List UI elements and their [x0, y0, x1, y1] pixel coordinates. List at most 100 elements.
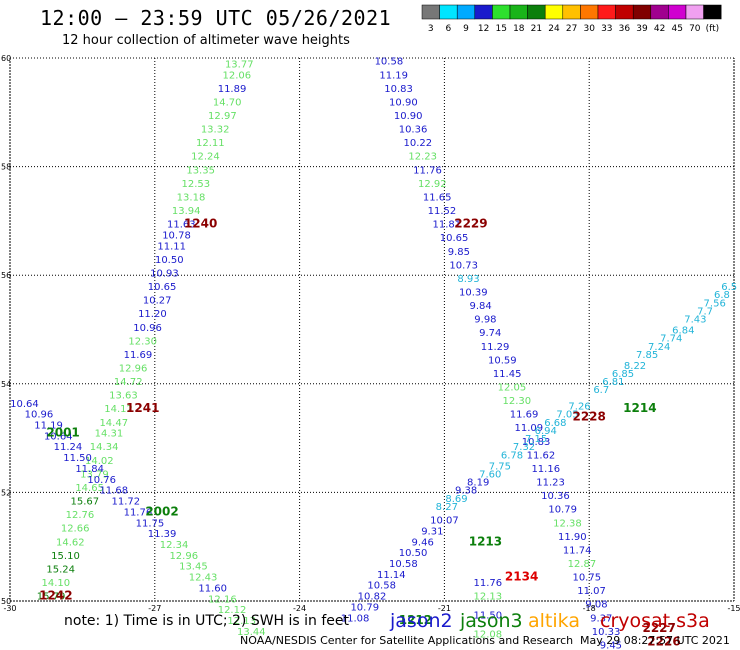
wave-height-point: 11.11 — [157, 241, 186, 252]
wave-height-point: 10.79 — [548, 505, 577, 516]
wave-height-point: 11.45 — [493, 369, 522, 380]
y-tick-label: 58 — [1, 163, 11, 172]
y-tick-label: 52 — [1, 488, 11, 497]
wave-height-point: 15.10 — [51, 551, 80, 562]
colorbar-label: 6 — [446, 24, 452, 34]
wave-height-point: 14.70 — [213, 97, 242, 108]
wave-height-point: 12.06 — [223, 70, 252, 81]
wave-height-point: 7.32 — [513, 442, 535, 453]
wave-height-point: 12.38 — [553, 518, 582, 529]
colorbar-swatch — [668, 4, 687, 20]
wave-height-point: 7.85 — [636, 350, 658, 361]
wave-height-point: 10.90 — [394, 111, 423, 122]
legend-jason3: jason3 — [460, 610, 523, 632]
wave-height-point: 6.81 — [602, 377, 624, 388]
wave-height-point: 12.13 — [227, 616, 256, 627]
colorbar-label: 24 — [548, 24, 560, 34]
wave-height-point: 10.79 — [350, 602, 379, 613]
wave-height-point: 10.90 — [389, 97, 418, 108]
colorbar-swatch — [527, 4, 546, 20]
wave-height-point: 13.79 — [80, 469, 109, 480]
pass-time-label: 1214 — [623, 401, 656, 415]
wave-height-point: 14.12 — [104, 404, 133, 415]
wave-height-point: 6.94 — [535, 426, 557, 437]
x-tick-label: -21 — [438, 604, 451, 613]
wave-height-point: 7.74 — [660, 334, 682, 345]
wave-height-point: 11.84 — [75, 464, 104, 475]
wave-height-point: 11.65 — [423, 192, 452, 203]
wave-height-point: 10.64 — [10, 399, 39, 410]
colorbar-swatch — [474, 4, 493, 20]
colorbar-label: 36 — [619, 24, 631, 34]
wave-height-point: 9.85 — [448, 247, 470, 258]
pass-time-label: 1212 — [399, 613, 432, 627]
wave-height-point: 11.72 — [112, 497, 141, 508]
colorbar-swatch — [632, 4, 652, 20]
wave-height-point: 11.62 — [527, 450, 556, 461]
y-tick-label: 56 — [1, 271, 11, 280]
wave-height-point: 10.64 — [44, 431, 73, 442]
wave-height-point: 11.69 — [510, 410, 539, 421]
pass-time-label: 2228 — [572, 409, 605, 423]
colorbar-label: 3 — [428, 24, 434, 34]
colorbar-swatch — [615, 4, 634, 20]
wave-height-point: 7.56 — [704, 298, 726, 309]
wave-height-point: 11.75 — [136, 518, 165, 529]
page-subtitle: 12 hour collection of altimeter wave hei… — [62, 33, 350, 48]
wave-height-point: 12.05 — [498, 383, 527, 394]
wave-height-point: 10.65 — [440, 233, 469, 244]
pass-time-label: 1241 — [126, 401, 159, 415]
wave-height-point: 13.44 — [237, 627, 266, 638]
wave-height-point: 7.60 — [479, 469, 501, 480]
wave-height-point: 11.24 — [54, 442, 83, 453]
x-tick-label: -24 — [293, 604, 306, 613]
wave-height-point: 13.94 — [172, 206, 201, 217]
wave-height-point: 12.34 — [160, 540, 189, 551]
wave-height-point: 10.82 — [358, 592, 387, 603]
y-tick-label: 50 — [1, 597, 11, 606]
wave-height-point: 8.19 — [467, 478, 489, 489]
wave-height-point: 10.83 — [384, 84, 413, 95]
wave-height-point: 10.07 — [430, 516, 459, 527]
x-tick-label: -30 — [3, 604, 16, 613]
wave-height-point: 11.52 — [428, 206, 457, 217]
wave-height-point: 11.60 — [198, 583, 227, 594]
colorbar-swatch — [703, 4, 722, 20]
colorbar-swatch — [544, 4, 564, 20]
wave-height-point: 11.89 — [218, 84, 247, 95]
colorbar-label: 70 — [689, 24, 701, 34]
wave-height-point: 9.46 — [412, 537, 434, 548]
wave-height-point: 12.96 — [119, 364, 148, 375]
wave-height-point: 6.84 — [672, 326, 694, 337]
wave-height-point: 14.65 — [75, 483, 104, 494]
wave-height-point: 12.12 — [218, 605, 247, 616]
wave-height-point: 12.13 — [474, 592, 503, 603]
y-tick-label: 54 — [1, 380, 11, 389]
wave-height-point: 10.58 — [389, 559, 418, 570]
wave-height-point: 10.83 — [522, 437, 551, 448]
wave-height-point: 12.43 — [189, 573, 218, 584]
wave-height-point: 14.72 — [114, 377, 143, 388]
wave-height-point: 7.43 — [684, 315, 706, 326]
wave-height-point: 10.75 — [572, 573, 601, 584]
wave-height-point: 10.78 — [162, 230, 191, 241]
wave-height-point: 10.33 — [592, 627, 621, 638]
colorbar-label: 9 — [463, 24, 469, 34]
wave-height-point: 6.5 — [721, 282, 737, 293]
wave-height-point: 11.19 — [379, 70, 408, 81]
wave-height-point: 7.26 — [568, 402, 590, 413]
wave-height-point: 7.24 — [648, 342, 670, 353]
wave-height-point: 12.08 — [474, 630, 503, 641]
wave-height-point: 12.66 — [61, 524, 90, 535]
wave-height-point: 13.63 — [109, 391, 138, 402]
wave-height-point: 9.98 — [474, 315, 496, 326]
legend-altika: altika — [528, 610, 580, 632]
x-tick-label: -15 — [727, 604, 740, 613]
legend-jason2: jason2 — [390, 610, 453, 632]
y-tick-label: 60 — [1, 54, 11, 63]
wave-height-point: 13.77 — [225, 59, 254, 70]
wave-height-point: 14.02 — [85, 456, 114, 467]
page-title: 12:00 – 23:59 UTC 05/26/2021 — [40, 6, 392, 30]
wave-height-point: 12.30 — [128, 336, 157, 347]
wave-height-point: 14.62 — [56, 537, 85, 548]
